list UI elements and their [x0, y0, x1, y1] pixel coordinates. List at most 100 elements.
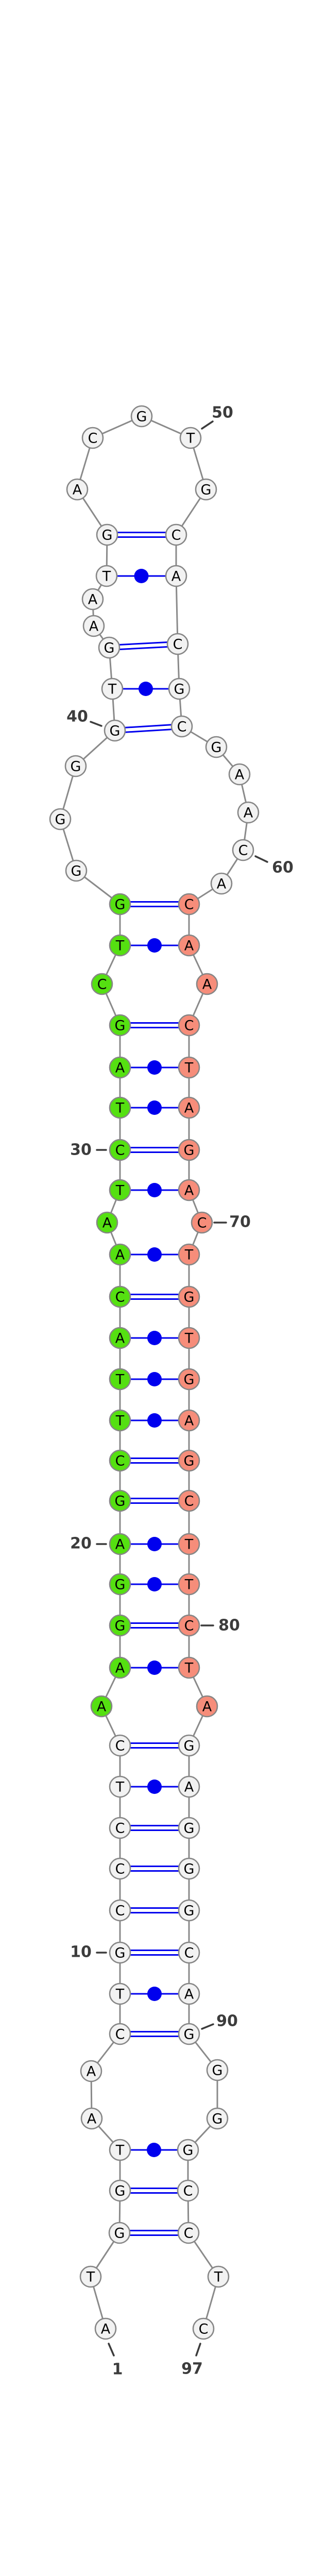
nucleotide-letter: C: [115, 1821, 125, 1837]
nucleotide-letter: T: [115, 1413, 125, 1429]
nucleotide-A43: [82, 615, 105, 637]
nucleotide-T73: [178, 1327, 200, 1349]
wobble-bond-dot: [147, 1660, 162, 1675]
gc-bond-line: [115, 727, 182, 734]
nucleotide-letter: C: [115, 2027, 125, 2043]
nucleotide-T14: [109, 1775, 131, 1798]
nucleotide-T24: [109, 1368, 131, 1391]
wobble-bond-dot: [147, 1577, 162, 1591]
nucleotide-G33: [109, 1014, 131, 1037]
nucleotide-letter: C: [184, 1018, 194, 1034]
nucleotide-G55: [168, 677, 191, 700]
nucleotides: ATGGTAACTGCCCTCAAGGAGCTTACAATCTAGCTGGGGG…: [49, 405, 260, 2340]
nucleotide-letter: C: [173, 637, 183, 653]
nucleotide-T9: [109, 1982, 131, 2005]
nucleotide-letter: G: [184, 1372, 195, 1388]
nucleotide-letter: C: [115, 1861, 125, 1877]
nucleotide-G51: [195, 478, 217, 501]
nucleotide-letter: G: [184, 1821, 195, 1837]
nucleotide-C97: [192, 2317, 215, 2340]
nucleotide-letter: G: [110, 723, 121, 739]
nucleotide-G4: [109, 2179, 131, 2202]
nucleotide-C30: [109, 1139, 131, 1161]
nucleotide-C80: [178, 1614, 200, 1637]
position-label-97: 97: [181, 2360, 203, 2378]
wobble-bond-dot: [147, 1372, 162, 1386]
nucleotide-T35: [109, 934, 131, 957]
nucleotide-A58: [228, 763, 251, 786]
nucleotide-A1: [94, 2317, 117, 2340]
label-leader-line: [201, 420, 214, 430]
nucleotide-G39: [64, 755, 87, 777]
nucleotide-letter: G: [115, 1945, 126, 1961]
nucleotide-G3: [108, 2222, 131, 2244]
nucleotide-letter: T: [115, 1183, 125, 1199]
gc-bond-line: [109, 645, 178, 651]
nucleotide-G10: [109, 1941, 131, 1964]
wobble-bond-dot: [147, 1060, 162, 1075]
nucleotide-letter: T: [186, 431, 195, 447]
nucleotide-T96: [207, 2265, 230, 2288]
nucleotide-C8: [109, 2023, 131, 2045]
nucleotide-G68: [178, 1139, 200, 1161]
nucleotide-letter: G: [115, 1018, 126, 1034]
nucleotide-G85: [178, 1817, 200, 1839]
wobble-bond-dot: [134, 569, 149, 583]
nucleotide-letter: G: [115, 1494, 126, 1510]
nucleotide-A63: [178, 934, 200, 957]
nucleotide-letter: T: [214, 2269, 223, 2285]
nucleotide-G93: [177, 2139, 199, 2161]
nucleotide-G83: [178, 1734, 200, 1757]
nucleotide-letter: C: [97, 977, 107, 993]
nucleotide-A27: [109, 1243, 131, 1266]
nucleotide-letter: G: [184, 1143, 195, 1159]
nucleotide-T29: [109, 1179, 131, 1201]
nucleotide-letter: A: [202, 977, 212, 993]
nucleotide-T41: [101, 677, 124, 700]
wobble-bond-dot: [147, 1100, 162, 1115]
nucleotide-letter: G: [115, 897, 126, 913]
nucleotide-A64: [196, 973, 218, 995]
position-label-60: 60: [272, 859, 294, 877]
nucleotide-T66: [178, 1056, 200, 1079]
nucleotide-letter: C: [171, 528, 181, 544]
nucleotide-letter: T: [184, 1660, 194, 1676]
nucleotide-letter: T: [184, 1060, 194, 1076]
nucleotide-letter: A: [115, 1331, 125, 1347]
nucleotide-letter: C: [184, 1945, 194, 1961]
position-label-70: 70: [229, 1213, 251, 1231]
wobble-bond-dot: [147, 1331, 162, 1345]
nucleotide-T2: [79, 2265, 102, 2288]
nucleotide-letter: A: [115, 1660, 125, 1676]
nucleotide-C13: [109, 1817, 131, 1839]
wobble-bond-dot: [139, 682, 153, 696]
nucleotide-letter: G: [212, 2111, 223, 2127]
nucleotide-letter: G: [71, 863, 82, 879]
nucleotide-G92: [206, 2107, 229, 2130]
nucleotide-A67: [178, 1096, 200, 1119]
nucleotide-letter: G: [184, 1903, 195, 1919]
nucleotide-C94: [177, 2179, 199, 2202]
nucleotide-letter: T: [184, 1537, 194, 1553]
nucleotide-G86: [178, 1857, 200, 1880]
nucleotide-letter: A: [184, 1100, 194, 1116]
nucleotide-letter: A: [97, 1699, 107, 1715]
position-label-20: 20: [70, 1535, 92, 1553]
nucleotide-letter: G: [115, 1577, 126, 1593]
nucleotide-letter: G: [184, 2027, 195, 2043]
nucleotide-letter: T: [115, 1100, 125, 1116]
nucleotide-letter: G: [184, 1453, 195, 1469]
nucleotide-letter: T: [115, 2143, 125, 2159]
nucleotide-letter: T: [115, 938, 125, 954]
backbone-segment: [175, 575, 179, 645]
position-labels: 50 40 60 30 70 20 80 10 90 1 97: [66, 404, 294, 2379]
position-label-1: 1: [112, 2361, 123, 2379]
nucleotide-letter: G: [174, 682, 185, 698]
nucleotide-letter: A: [171, 569, 181, 585]
position-label-90: 90: [216, 2012, 238, 2030]
nucleotide-G37: [65, 859, 88, 882]
nucleotide-A28: [96, 1211, 118, 1234]
label-leader-line: [195, 2343, 201, 2357]
nucleotide-A17: [109, 1656, 131, 1679]
nucleotide-letter: T: [115, 1372, 125, 1388]
